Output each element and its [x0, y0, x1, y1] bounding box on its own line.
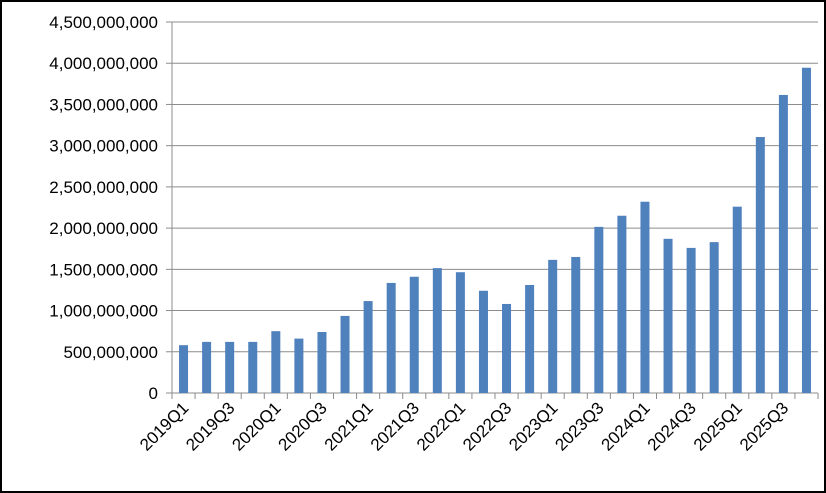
y-tick-label: 0	[149, 384, 158, 403]
bar	[548, 259, 558, 393]
y-tick-label: 2,500,000,000	[49, 178, 158, 197]
bar	[502, 303, 512, 393]
bar	[778, 94, 788, 394]
bar	[709, 242, 719, 393]
bar	[363, 301, 373, 393]
y-tick-label: 500,000,000	[63, 343, 158, 362]
bar	[317, 331, 327, 393]
bar	[432, 268, 442, 393]
bar	[594, 226, 604, 393]
bar	[525, 284, 535, 393]
y-tick-label: 3,000,000,000	[49, 137, 158, 156]
bar	[271, 331, 281, 393]
bar	[686, 247, 696, 393]
y-tick-label: 1,000,000,000	[49, 302, 158, 321]
bar	[225, 341, 235, 393]
bar	[478, 290, 488, 393]
y-tick-label: 4,500,000,000	[49, 13, 158, 32]
bar	[248, 341, 258, 393]
bar	[732, 206, 742, 393]
bar	[202, 341, 212, 393]
bar	[755, 137, 765, 393]
y-tick-label: 4,000,000,000	[49, 54, 158, 73]
bar	[801, 67, 811, 394]
bar	[617, 215, 627, 393]
bar	[571, 256, 581, 393]
bar	[640, 201, 650, 393]
bar	[455, 272, 465, 393]
bar	[294, 338, 304, 393]
bar	[386, 282, 396, 393]
bar	[409, 276, 419, 393]
y-tick-label: 2,000,000,000	[49, 219, 158, 238]
bar	[663, 238, 673, 393]
y-tick-label: 3,500,000,000	[49, 95, 158, 114]
bar	[179, 345, 189, 393]
bar	[340, 315, 350, 393]
y-tick-label: 1,500,000,000	[49, 260, 158, 279]
